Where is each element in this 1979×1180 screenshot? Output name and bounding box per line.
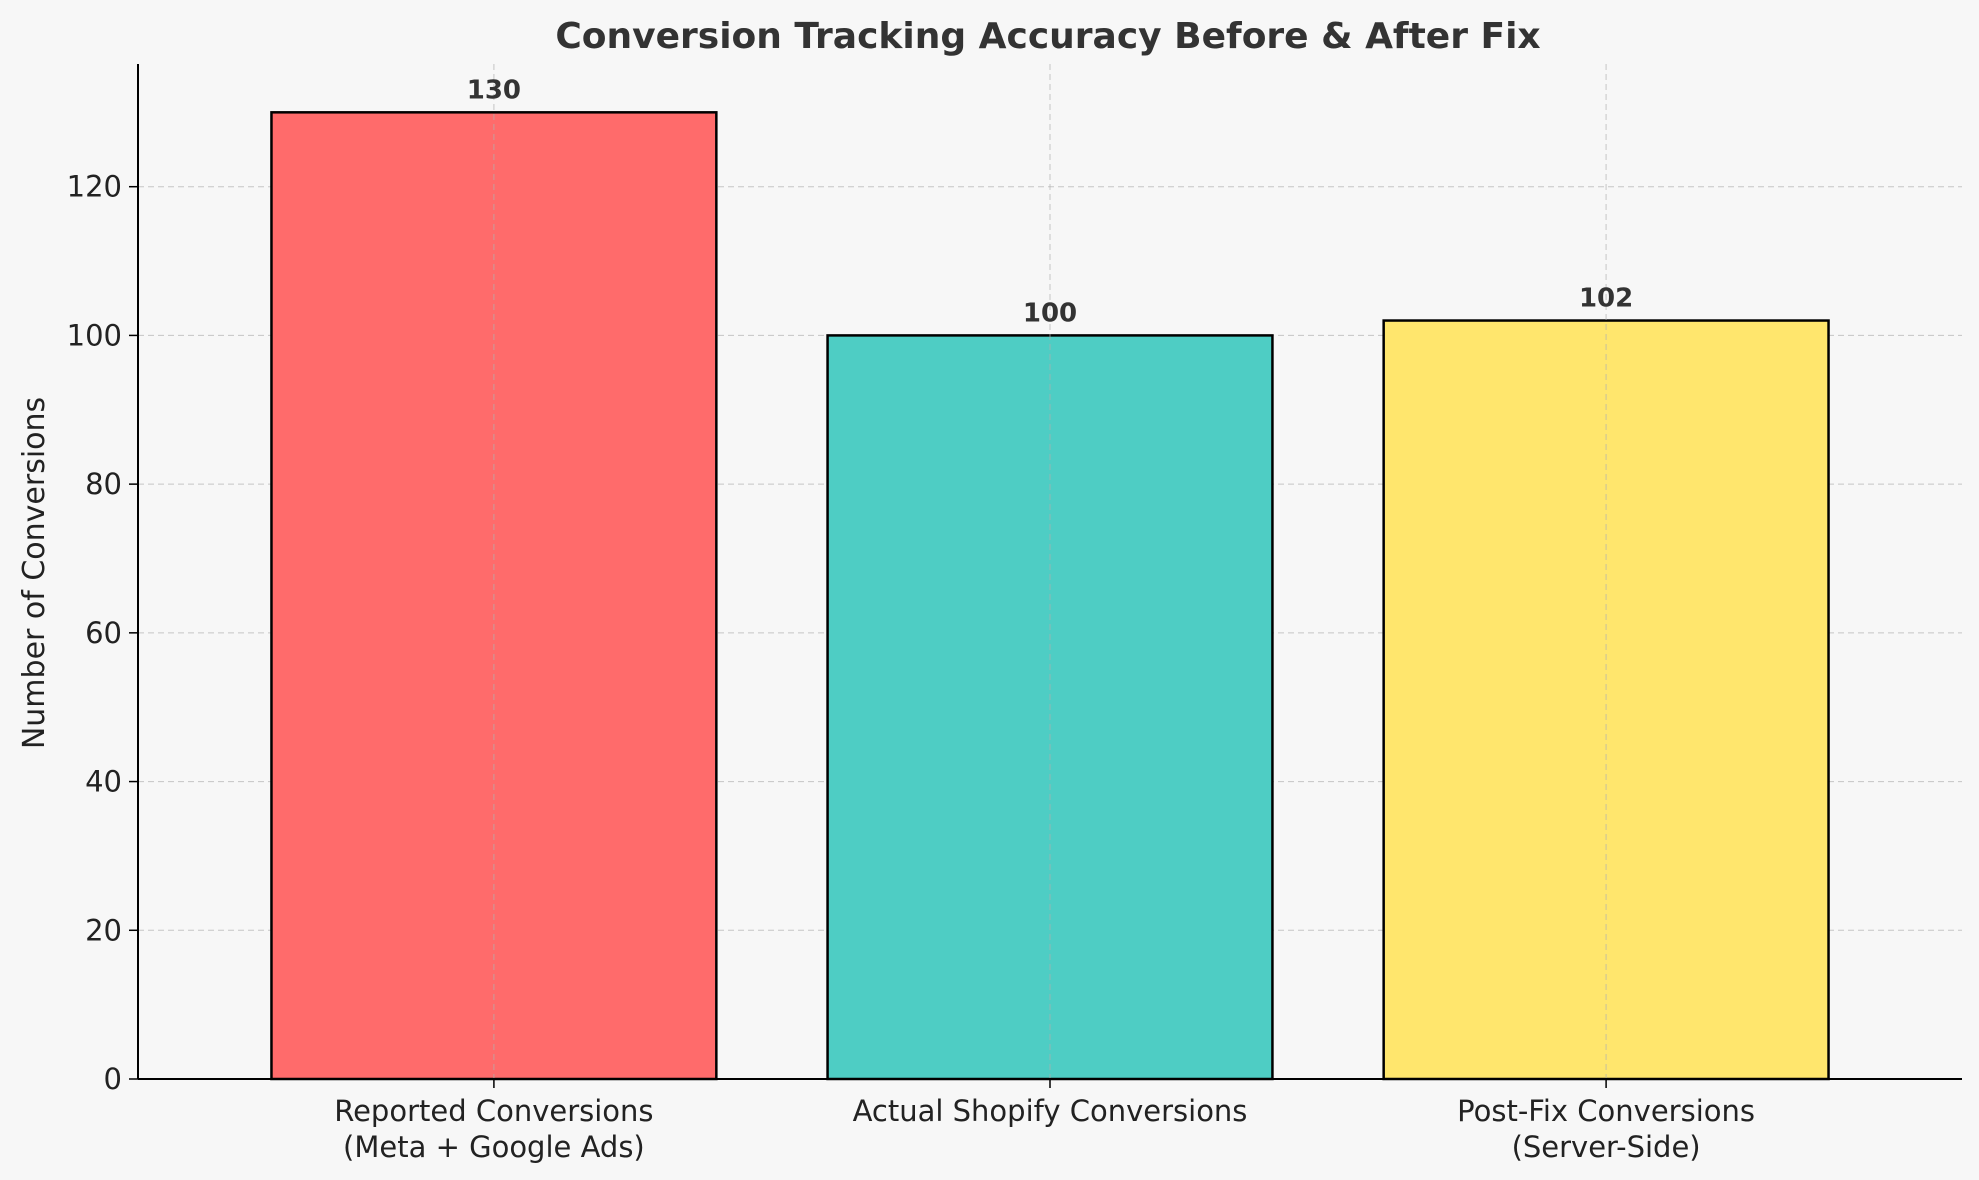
x-ticks: Reported Conversions(Meta + Google Ads) A…: [334, 1079, 1755, 1164]
data-labels: 130 100 102: [467, 75, 1633, 328]
y-ticks: 0 20 40 60 80 100 120: [67, 170, 138, 1096]
y-tick-label: 20: [85, 913, 122, 947]
x-tick-label: Actual Shopify Conversions: [853, 1094, 1248, 1128]
x-tick-label: (Server-Side): [1512, 1130, 1701, 1164]
y-tick-label: 120: [67, 170, 122, 204]
bar-value-label: 130: [467, 75, 521, 105]
bar-value-label: 102: [1579, 284, 1633, 314]
y-tick-label: 100: [67, 318, 122, 352]
x-tick-label: Reported Conversions: [334, 1094, 653, 1128]
y-tick-label: 40: [85, 765, 122, 799]
y-tick-label: 60: [85, 616, 122, 650]
y-tick-label: 0: [104, 1062, 122, 1096]
x-tick-label: Post-Fix Conversions: [1457, 1094, 1755, 1128]
y-tick-label: 80: [85, 467, 122, 501]
x-tick-label: (Meta + Google Ads): [343, 1130, 645, 1164]
y-axis-label: Number of Conversions: [17, 397, 52, 749]
chart-title: Conversion Tracking Accuracy Before & Af…: [555, 16, 1540, 57]
bar-value-label: 100: [1023, 298, 1077, 328]
x-grid-lines: [493, 64, 1607, 1079]
